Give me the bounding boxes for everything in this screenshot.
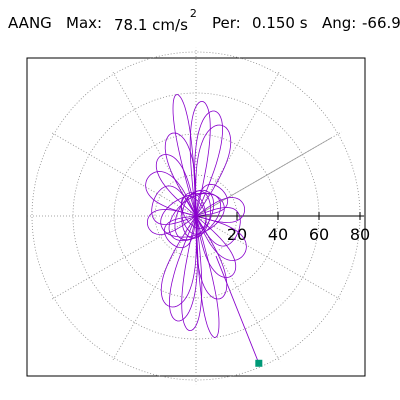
period-value: 0.150 s <box>252 14 308 32</box>
angle-label: Ang: <box>322 14 357 32</box>
grid-spoke-120 <box>111 70 197 217</box>
radial-tick-label-80: 80 <box>350 225 370 244</box>
grid-spoke-300 <box>195 215 281 362</box>
channel-name: AANG <box>8 14 52 32</box>
trace-peak-excursion <box>215 255 260 364</box>
chart-header: AANG Max: 78.1 cm/s2 Per: 0.150 s Ang: -… <box>8 7 400 38</box>
trace-core-3 <box>174 189 215 241</box>
max-value-group: 78.1 cm/s2 <box>114 7 197 34</box>
grid-spoke-210 <box>50 215 197 301</box>
radial-tick-label-60: 60 <box>309 225 329 244</box>
acceleration-trace <box>145 94 260 364</box>
angle-value: -66.9 <box>362 14 400 32</box>
trace-core-5 <box>160 192 225 238</box>
grid-spoke-330 <box>195 215 342 301</box>
max-unit-exponent: 2 <box>189 7 197 20</box>
period-label: Per: <box>212 14 241 32</box>
peak-marker <box>255 359 263 367</box>
grid-spoke-150 <box>50 131 197 217</box>
direction-line <box>195 137 332 217</box>
max-label: Max: <box>66 14 103 32</box>
grid-spoke-60 <box>195 70 281 217</box>
peak-marker-group <box>255 359 263 367</box>
trace-loop-9 <box>155 154 237 278</box>
max-value: 78.1 cm/s <box>114 16 188 34</box>
grid-spoke-240 <box>111 215 197 362</box>
radial-tick-label-40: 40 <box>268 225 288 244</box>
radial-axis: 20 40 60 80 <box>196 212 370 244</box>
